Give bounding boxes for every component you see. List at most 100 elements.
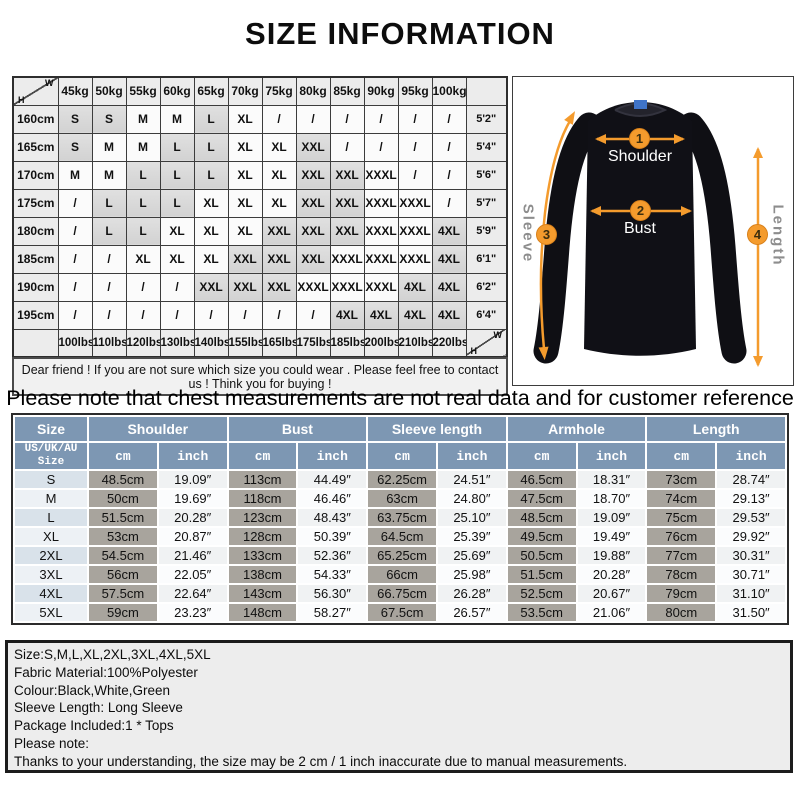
matrix-size-cell: / — [397, 132, 433, 162]
detail-size-cell: S — [15, 471, 87, 488]
detail-value-cell: 48.43″ — [298, 509, 367, 526]
detail-value-cell: 28.74″ — [717, 471, 785, 488]
detail-value-cell: 128cm — [228, 528, 297, 545]
matrix-size-cell: XL — [261, 188, 297, 218]
matrix-size-cell: XXL — [227, 244, 263, 274]
detail-value-cell: 25.98″ — [437, 566, 506, 583]
matrix-size-cell: M — [125, 104, 161, 134]
detail-value-cell: 22.05″ — [158, 566, 227, 583]
detail-value-cell: 63.75cm — [368, 509, 436, 526]
matrix-size-cell: M — [159, 104, 195, 134]
matrix-size-cell: XXXL — [295, 272, 331, 302]
corner-w-label: W — [45, 78, 54, 88]
matrix-size-cell: 4XL — [431, 272, 467, 302]
matrix-size-cell: L — [125, 188, 161, 218]
matrix-weight-header: 55kg — [125, 76, 161, 106]
detail-value-cell: 123cm — [228, 509, 297, 526]
detail-value-cell: 18.31″ — [577, 471, 646, 488]
matrix-size-cell: S — [57, 132, 93, 162]
matrix-lbs-header: 120lbs — [125, 328, 161, 358]
matrix-size-cell: S — [91, 104, 127, 134]
matrix-size-cell: XXL — [329, 216, 365, 246]
detail-value-cell: 19.88″ — [577, 547, 646, 564]
matrix-size-cell: XXXL — [329, 272, 365, 302]
matrix-size-cell: / — [159, 272, 195, 302]
detail-value-cell: 25.39″ — [437, 528, 506, 545]
matrix-height-cell: 180cm — [12, 216, 59, 246]
detail-value-cell: 20.28″ — [577, 566, 646, 583]
garment-measurement-diagram: Shoulder Bust Sleeve Length 1 2 3 4 — [512, 76, 794, 386]
detail-value-cell: 54.5cm — [89, 547, 157, 564]
detail-value-cell: 62.25cm — [368, 471, 436, 488]
matrix-weight-header: 75kg — [261, 76, 297, 106]
matrix-size-cell: / — [125, 300, 161, 330]
matrix-size-cell: L — [193, 132, 229, 162]
detail-size-cell: 4XL — [15, 585, 87, 602]
matrix-row: 160cm S S M M L XL / / / / //5'2" — [12, 104, 508, 134]
matrix-lbs-header: 140lbs — [193, 328, 229, 358]
corner-w-label: W — [493, 329, 503, 340]
matrix-size-cell: XXL — [261, 244, 297, 274]
matrix-lbs-header: 110lbs — [91, 328, 127, 358]
detail-value-cell: 26.57″ — [437, 604, 506, 621]
detail-size-cell: XL — [15, 528, 87, 545]
detail-group-header: Armhole — [507, 417, 646, 441]
detail-value-cell: 18.70″ — [577, 490, 646, 507]
detail-value-cell: 30.31″ — [717, 547, 785, 564]
detail-value-cell: 30.71″ — [717, 566, 785, 583]
detail-subheader-cm: cm — [89, 443, 157, 469]
matrix-height-ft-cell: 5'6" — [465, 160, 508, 190]
matrix-size-cell: XXL — [295, 216, 331, 246]
matrix-size-cell: / — [91, 244, 127, 274]
matrix-height-cell: 185cm — [12, 244, 59, 274]
bust-label: Bust — [623, 220, 656, 237]
matrix-size-cell: XXXL — [363, 216, 399, 246]
matrix-lbs-header: 200lbs — [363, 328, 399, 358]
detail-value-cell: 133cm — [228, 547, 297, 564]
matrix-size-cell: / — [295, 300, 331, 330]
detail-value-cell: 76cm — [647, 528, 716, 545]
detail-group-header: Length — [647, 417, 785, 441]
detail-value-cell: 66cm — [368, 566, 436, 583]
detail-subheader-cm: cm — [507, 443, 576, 469]
matrix-size-cell: M — [91, 132, 127, 162]
matrix-height-cell: 170cm — [12, 160, 59, 190]
matrix-size-cell: / — [159, 300, 195, 330]
right-sleeve-shape — [678, 112, 747, 364]
detail-value-cell: 148cm — [228, 604, 297, 621]
matrix-size-cell: / — [91, 300, 127, 330]
product-info-line: Please note: — [14, 735, 90, 751]
matrix-weight-header: 95kg — [397, 76, 433, 106]
corner-h-label: H — [470, 346, 478, 356]
matrix-size-cell: XL — [193, 244, 229, 274]
matrix-size-cell: / — [261, 104, 297, 134]
detail-value-cell: 46.46″ — [298, 490, 367, 507]
matrix-height-ft-cell: 5'9" — [465, 216, 508, 246]
detail-value-cell: 66.75cm — [368, 585, 436, 602]
detail-value-cell: 56cm — [89, 566, 157, 583]
detail-value-cell: 22.64″ — [158, 585, 227, 602]
matrix-height-ft-cell: 5'2" — [465, 104, 508, 134]
measure-badge-4: 4 — [747, 224, 768, 245]
sleeve-arrow — [539, 120, 572, 350]
matrix-size-cell: / — [125, 272, 161, 302]
product-info-line: Package Included:1 * Tops — [14, 718, 174, 734]
detail-value-cell: 21.46″ — [158, 547, 227, 564]
matrix-lbs-header: 165lbs — [261, 328, 297, 358]
matrix-size-cell: XL — [227, 132, 263, 162]
matrix-height-ft-cell: 6'2" — [465, 272, 508, 302]
detail-value-cell: 20.67″ — [577, 585, 646, 602]
matrix-size-cell: M — [57, 160, 93, 190]
shoulder-label: Shoulder — [607, 148, 673, 165]
matrix-row: 195cm / / / / / / //4XL 4XL 4XL 4XL 6'4" — [12, 300, 508, 330]
detail-value-cell: 73cm — [647, 471, 716, 488]
matrix-size-cell: / — [57, 244, 93, 274]
matrix-lbs-header: 155lbs — [227, 328, 263, 358]
product-info: Size:S,M,L,XL,2XL,3XL,4XL,5XL Fabric Mate… — [5, 640, 793, 773]
detail-row: XL 53cm 20.87″ 128cm 50.39″ 64.5cm 25.39″ 49.5c… — [15, 528, 785, 545]
matrix-size-cell: M — [91, 160, 127, 190]
matrix-size-cell: XXL — [329, 188, 365, 218]
matrix-size-cell: L — [159, 188, 195, 218]
